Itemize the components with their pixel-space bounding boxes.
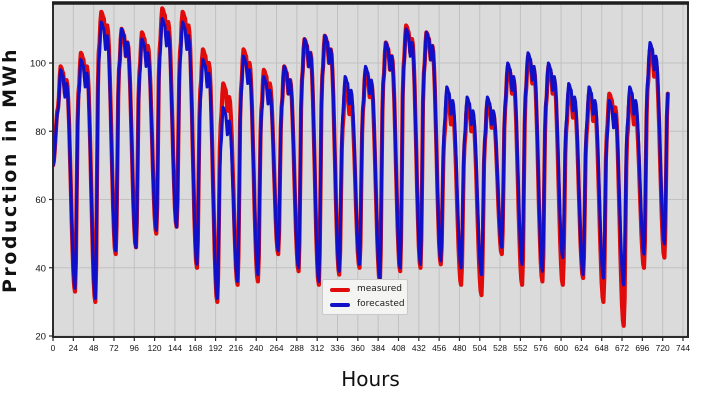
svg-text:168: 168 [188, 343, 202, 353]
series-lines [53, 6, 670, 328]
svg-text:384: 384 [371, 343, 385, 353]
svg-text:336: 336 [331, 343, 345, 353]
svg-text:720: 720 [656, 343, 670, 353]
svg-text:60: 60 [35, 195, 46, 206]
legend-item-forecasted: forecasted [330, 300, 405, 309]
svg-text:100: 100 [30, 59, 46, 70]
svg-text:432: 432 [412, 343, 426, 353]
svg-text:576: 576 [534, 343, 548, 353]
svg-text:24: 24 [69, 343, 79, 353]
svg-text:40: 40 [35, 263, 46, 274]
svg-text:72: 72 [109, 343, 119, 353]
legend: measured forecasted [322, 279, 408, 315]
axes-spines [52, 1, 689, 338]
y-axis-label: Production in MWh [0, 47, 21, 293]
svg-text:288: 288 [290, 343, 304, 353]
svg-text:216: 216 [229, 343, 243, 353]
svg-text:696: 696 [635, 343, 649, 353]
svg-text:360: 360 [351, 343, 365, 353]
svg-text:480: 480 [452, 343, 466, 353]
svg-text:456: 456 [432, 343, 446, 353]
svg-text:240: 240 [249, 343, 263, 353]
svg-text:80: 80 [35, 127, 46, 138]
svg-text:192: 192 [209, 343, 223, 353]
legend-label-measured: measured [357, 284, 402, 294]
svg-text:264: 264 [270, 343, 284, 353]
svg-text:312: 312 [310, 343, 324, 353]
measured-line-swatch-icon [330, 287, 350, 292]
svg-text:120: 120 [148, 343, 162, 353]
x-tick-labels: 0 24 48 72 96 120 144 168 192 216 240 264 288 312 336 3… [51, 343, 691, 353]
legend-label-forecasted: forecasted [357, 299, 405, 309]
svg-text:600: 600 [554, 343, 568, 353]
legend-item-measured: measured [330, 284, 402, 294]
svg-text:96: 96 [130, 343, 140, 353]
svg-text:0: 0 [51, 343, 56, 353]
forecasted-line [53, 17, 670, 301]
svg-text:672: 672 [615, 343, 629, 353]
svg-text:48: 48 [89, 343, 99, 353]
svg-text:504: 504 [473, 343, 487, 353]
svg-text:408: 408 [391, 343, 405, 353]
forecasted-line-swatch-icon [330, 302, 350, 307]
x-axis-label: Hours [341, 367, 400, 391]
svg-text:648: 648 [595, 343, 609, 353]
svg-text:144: 144 [168, 343, 182, 353]
svg-text:20: 20 [35, 332, 46, 343]
y-tick-labels: 20 40 60 80 100 [30, 59, 46, 343]
svg-text:528: 528 [493, 343, 507, 353]
svg-text:624: 624 [574, 343, 588, 353]
tick-marks [49, 62, 684, 341]
svg-text:744: 744 [676, 343, 690, 353]
svg-text:552: 552 [513, 343, 527, 353]
